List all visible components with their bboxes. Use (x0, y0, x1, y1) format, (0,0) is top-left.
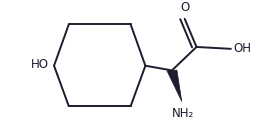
Text: OH: OH (232, 42, 250, 55)
Text: HO: HO (31, 58, 49, 71)
Polygon shape (166, 70, 181, 101)
Text: NH₂: NH₂ (171, 107, 193, 120)
Text: O: O (179, 1, 188, 14)
